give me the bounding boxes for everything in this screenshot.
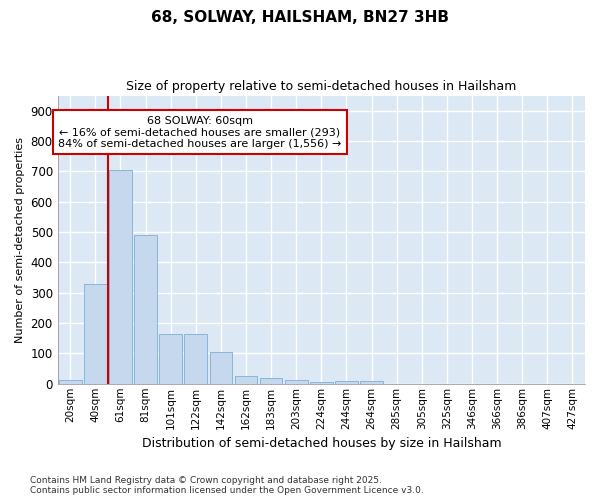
Bar — [134, 235, 157, 384]
Bar — [360, 382, 383, 384]
Bar — [260, 378, 283, 384]
Text: 68 SOLWAY: 60sqm
← 16% of semi-detached houses are smaller (293)
84% of semi-det: 68 SOLWAY: 60sqm ← 16% of semi-detached … — [58, 116, 342, 149]
Bar — [160, 334, 182, 384]
X-axis label: Distribution of semi-detached houses by size in Hailsham: Distribution of semi-detached houses by … — [142, 437, 501, 450]
Bar — [84, 284, 107, 384]
Y-axis label: Number of semi-detached properties: Number of semi-detached properties — [15, 136, 25, 342]
Bar — [209, 352, 232, 384]
Bar — [310, 382, 332, 384]
Title: Size of property relative to semi-detached houses in Hailsham: Size of property relative to semi-detach… — [126, 80, 517, 93]
Bar — [59, 380, 82, 384]
Bar — [335, 380, 358, 384]
Text: 68, SOLWAY, HAILSHAM, BN27 3HB: 68, SOLWAY, HAILSHAM, BN27 3HB — [151, 10, 449, 25]
Bar — [235, 376, 257, 384]
Bar — [285, 380, 308, 384]
Text: Contains HM Land Registry data © Crown copyright and database right 2025.
Contai: Contains HM Land Registry data © Crown c… — [30, 476, 424, 495]
Bar — [184, 334, 207, 384]
Bar — [109, 170, 132, 384]
